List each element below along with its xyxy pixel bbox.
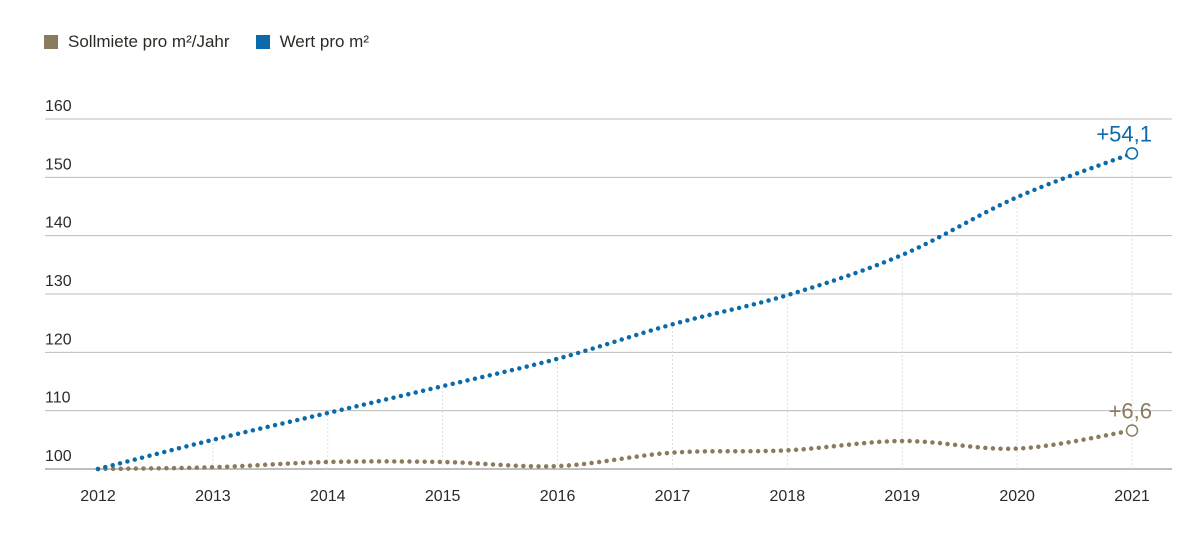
x-tick-label: 2012 xyxy=(80,488,116,505)
legend-swatch-sollmiete xyxy=(44,35,58,49)
y-tick-label: 120 xyxy=(45,331,72,348)
end-value-label: +54,1 xyxy=(1096,121,1152,146)
y-tick-label: 140 xyxy=(45,215,72,232)
y-tick-label: 130 xyxy=(45,273,72,290)
legend-label: Sollmiete pro m²/Jahr xyxy=(68,32,230,51)
end-point-marker xyxy=(1125,424,1139,437)
legend-swatch-wert xyxy=(255,35,270,49)
y-tick-label: 100 xyxy=(45,448,72,465)
y-tick-label: 150 xyxy=(45,156,72,173)
y-tick-label: 160 xyxy=(45,98,72,115)
legend: Sollmiete pro m²/Jahr Wert pro m² xyxy=(44,32,369,52)
x-tick-label: 2017 xyxy=(655,488,691,505)
series-line-0 xyxy=(95,428,1135,472)
series-line-1 xyxy=(95,151,1135,472)
legend-label: Wert pro m² xyxy=(279,32,369,51)
x-tick-label: 2016 xyxy=(540,488,576,505)
x-tick-label: 2020 xyxy=(999,488,1035,505)
x-tick-label: 2019 xyxy=(884,488,920,505)
end-value-label: +6,6 xyxy=(1109,399,1152,424)
legend-item-sollmiete: Sollmiete pro m²/Jahr xyxy=(44,32,230,52)
x-tick-label: 2021 xyxy=(1114,488,1150,505)
end-point-marker xyxy=(1125,147,1139,160)
x-tick-label: 2013 xyxy=(195,488,231,505)
x-tick-label: 2015 xyxy=(425,488,461,505)
legend-item-wert: Wert pro m² xyxy=(255,32,369,52)
y-tick-label: 110 xyxy=(45,390,71,407)
x-tick-label: 2018 xyxy=(770,488,806,505)
x-tick-label: 2014 xyxy=(310,488,346,505)
